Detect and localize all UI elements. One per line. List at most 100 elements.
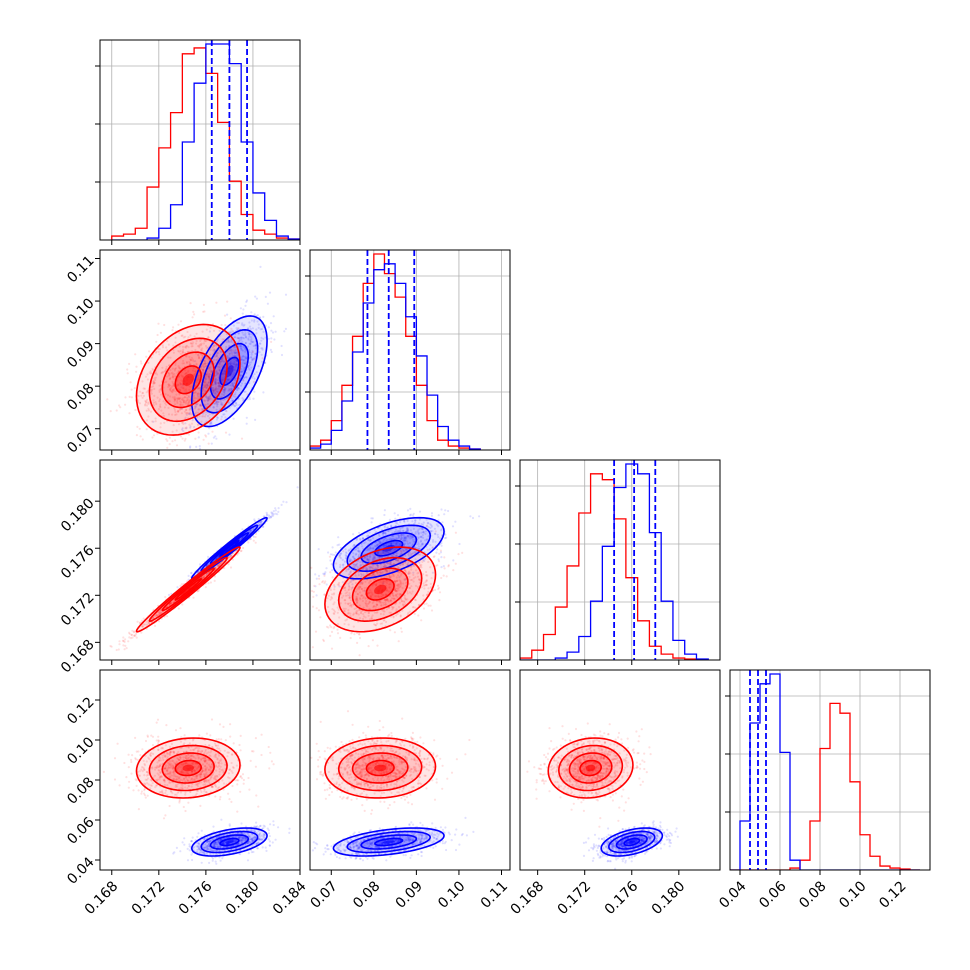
red-point	[168, 373, 171, 376]
red-point	[228, 401, 231, 404]
blue-point	[262, 337, 265, 340]
red-point	[156, 432, 159, 435]
red-point	[177, 383, 180, 386]
blue-point	[193, 407, 197, 410]
blue-point	[203, 359, 206, 362]
red-point	[336, 632, 340, 635]
blue-point	[405, 536, 408, 539]
blue-point	[213, 348, 216, 352]
blue-point	[208, 397, 211, 400]
blue-point	[417, 541, 420, 544]
blue-point	[204, 390, 207, 393]
red-point	[198, 415, 201, 418]
red-point	[173, 372, 176, 376]
blue-point	[185, 427, 188, 430]
blue-point	[227, 378, 230, 381]
red-point	[137, 394, 140, 398]
blue-point	[225, 345, 228, 349]
blue-point	[211, 387, 214, 390]
red-point	[130, 633, 133, 637]
blue-point	[184, 416, 187, 419]
blue-point	[428, 548, 431, 551]
blue-point	[444, 509, 447, 512]
red-contour-2	[148, 337, 228, 423]
red-point	[197, 431, 200, 434]
blue-point	[239, 345, 243, 348]
red-point	[147, 409, 150, 412]
blue-point	[224, 348, 227, 351]
red-point	[141, 391, 144, 394]
blue-point	[223, 388, 226, 392]
red-point	[204, 344, 208, 348]
blue-point	[396, 537, 399, 540]
red-contour-0	[174, 365, 202, 395]
red-point	[187, 346, 190, 349]
blue-point	[217, 400, 220, 403]
red-point	[145, 428, 148, 431]
red-point	[174, 398, 177, 401]
red-point	[172, 326, 175, 329]
blue-point	[351, 586, 354, 589]
blue-point	[388, 576, 391, 579]
red-point	[200, 348, 203, 351]
blue-point	[215, 359, 218, 362]
blue-point	[252, 344, 255, 347]
blue-point	[420, 543, 423, 546]
red-point	[223, 314, 227, 317]
blue-point	[379, 571, 382, 574]
red-point	[201, 415, 204, 418]
red-point	[182, 422, 185, 426]
blue-point	[402, 549, 405, 552]
blue-point	[233, 395, 236, 398]
red-point	[202, 364, 205, 367]
blue-point	[182, 429, 185, 433]
red-point	[182, 399, 185, 402]
blue-point	[238, 339, 241, 342]
blue-point	[413, 551, 416, 554]
red-point	[185, 346, 188, 349]
blue-point	[227, 362, 230, 365]
blue-point	[368, 547, 372, 550]
blue-point	[369, 545, 372, 549]
red-point	[200, 576, 204, 579]
red-point	[220, 323, 223, 327]
red-point	[436, 584, 440, 587]
red-point	[209, 366, 212, 369]
blue-point	[257, 326, 260, 329]
blue-point	[397, 536, 401, 539]
blue-point	[214, 377, 217, 380]
blue-point	[390, 563, 393, 566]
red-point	[189, 385, 192, 388]
blue-point	[260, 520, 264, 523]
red-point	[168, 443, 171, 446]
red-point	[179, 349, 182, 352]
red-point	[145, 404, 149, 407]
blue-point	[206, 375, 209, 378]
blue-point	[419, 535, 422, 538]
red-point	[230, 327, 233, 330]
red-point	[193, 373, 196, 376]
red-point	[186, 398, 189, 401]
red-point	[217, 368, 220, 371]
red-point	[178, 393, 181, 396]
red-point	[145, 355, 148, 358]
red-point	[235, 363, 238, 366]
red-point	[202, 415, 205, 418]
red-point	[126, 372, 129, 375]
red-point	[156, 373, 159, 376]
blue-point	[351, 583, 354, 586]
red-point	[156, 614, 159, 617]
red-point	[152, 617, 155, 620]
red-point	[123, 640, 126, 644]
blue-point	[382, 532, 385, 535]
blue-point	[373, 556, 376, 560]
blue-point	[245, 299, 249, 302]
blue-point	[322, 572, 325, 575]
red-point	[189, 358, 192, 361]
blue-point	[370, 547, 373, 550]
blue-point	[353, 543, 356, 547]
blue-point	[357, 549, 360, 552]
blue-point	[422, 521, 425, 524]
red-point	[195, 339, 198, 343]
